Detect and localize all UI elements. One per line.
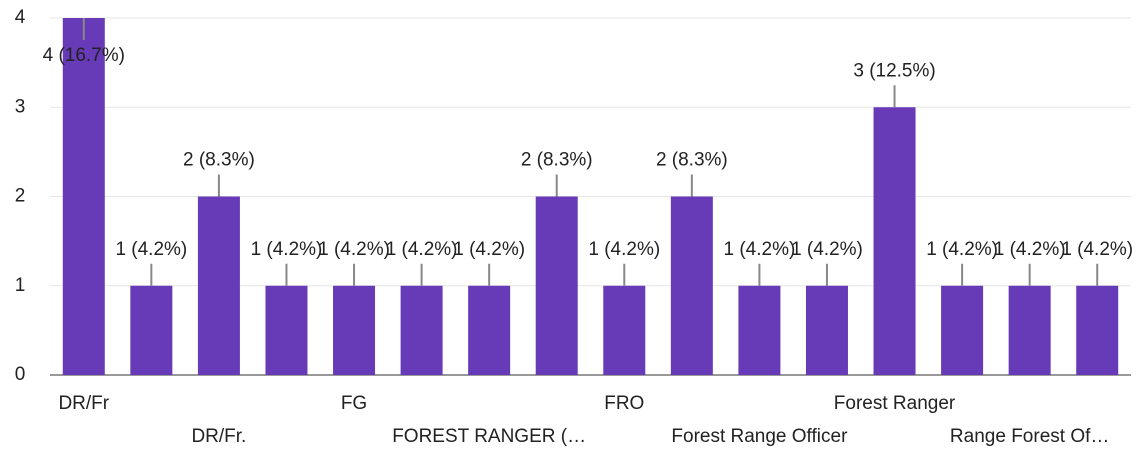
data-label: 1 (4.2%) [115,239,187,260]
x-tick-label: DR/Fr. [191,426,246,447]
bar [197,196,240,375]
bar [805,285,848,375]
bar [941,285,984,375]
bar [603,285,646,375]
bar [468,285,511,375]
data-label: 1 (4.2%) [588,239,660,260]
data-label: 1 (4.2%) [1061,239,1133,260]
data-label: 2 (8.3%) [521,150,593,171]
bar [670,196,713,375]
data-label: 2 (8.3%) [183,150,255,171]
y-tick-label: 2 [15,186,26,207]
bar [1008,285,1051,375]
data-label: 1 (4.2%) [386,239,458,260]
data-label: 1 (4.2%) [994,239,1066,260]
data-label: 1 (4.2%) [318,239,390,260]
x-tick-label: FG [341,393,367,414]
y-tick-label: 0 [15,364,26,385]
data-label: 1 (4.2%) [724,239,796,260]
x-tick-label: FRO [604,393,644,414]
bar [873,107,916,375]
x-tick-label: Range Forest Of… [950,426,1109,447]
data-label: 4 (16.7%) [43,45,125,66]
bar [738,285,781,375]
data-label: 1 (4.2%) [791,239,863,260]
data-label: 1 (4.2%) [251,239,323,260]
y-tick-label: 3 [15,96,26,117]
data-label: 2 (8.3%) [656,150,728,171]
x-tick-label: DR/Fr [58,393,109,414]
x-tick-label: Forest Ranger [834,393,956,414]
bar [62,18,105,375]
data-label: 1 (4.2%) [926,239,998,260]
bar [130,285,173,375]
data-label: 1 (4.2%) [453,239,525,260]
data-label: 3 (12.5%) [853,60,935,81]
x-tick-label: FOREST RANGER (… [392,426,586,447]
bar [1076,285,1119,375]
x-tick-label: Forest Range Officer [671,426,848,447]
y-tick-label: 4 [15,7,26,28]
bar [265,285,308,375]
bar [333,285,376,375]
bar [535,196,578,375]
bar [400,285,443,375]
y-tick-label: 1 [15,275,26,296]
